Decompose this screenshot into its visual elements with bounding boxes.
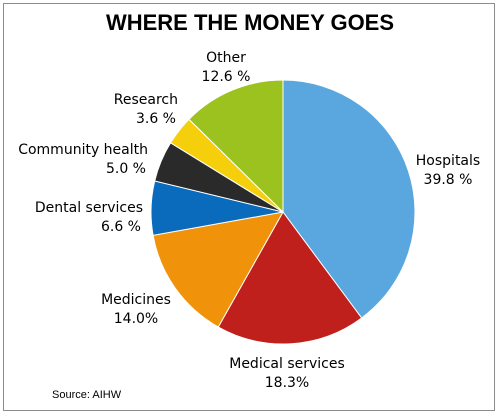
slice-name-label: Other: [206, 50, 246, 66]
slice-value-label: 18.3%: [265, 375, 309, 391]
slice-value-label: 12.6 %: [202, 69, 251, 85]
slice-name-label: Research: [114, 92, 178, 108]
slice-value-label: 5.0 %: [106, 161, 146, 177]
slice-name-label: Dental services: [35, 200, 143, 216]
pie-slice-hospitals: [282, 79, 416, 319]
slice-value-label: 39.8 %: [424, 172, 473, 188]
chart-title: WHERE THE MONEY GOES: [105, 10, 395, 35]
pie-slice-medical-services: [217, 211, 363, 345]
source-note: Source: AIHW: [52, 389, 122, 401]
slice-name-label: Medicines: [101, 292, 171, 308]
pie-slice-other: [188, 79, 284, 214]
slice-value-label: 3.6 %: [136, 111, 176, 127]
slice-value-label: 6.6 %: [101, 219, 141, 235]
slice-name-label: Medical services: [229, 356, 345, 372]
slice-name-label: Community health: [18, 142, 148, 158]
pie-slice-medicines: [152, 211, 284, 328]
slice-name-label: Hospitals: [416, 153, 480, 169]
slice-value-label: 14.0%: [114, 311, 158, 327]
